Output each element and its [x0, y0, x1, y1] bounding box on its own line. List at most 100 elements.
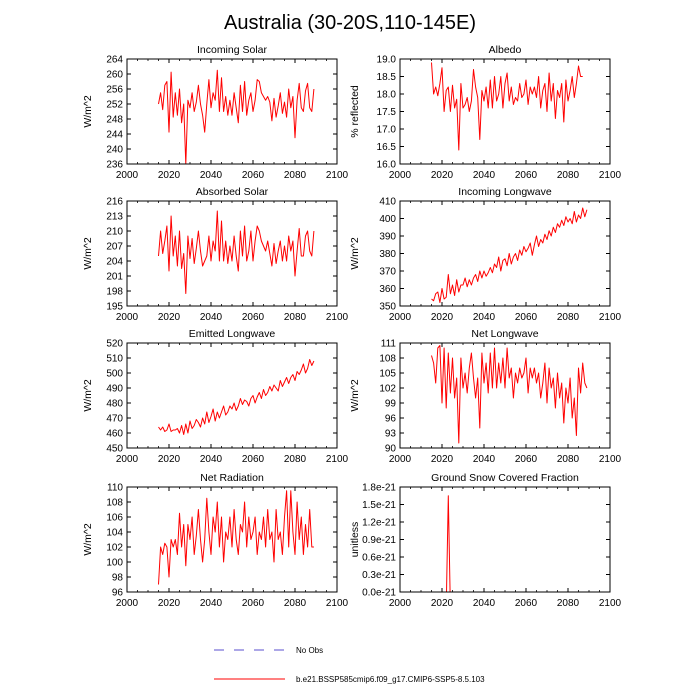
y-tick-label-absorbed-solar: 198 — [106, 287, 123, 298]
figure-title: Australia (30-20S,110-145E) — [224, 12, 476, 34]
x-tick-label-incoming-solar: 2060 — [242, 170, 265, 181]
y-axis-label-albedo: % reflected — [349, 85, 361, 138]
y-tick-label-albedo: 18.0 — [377, 90, 397, 101]
x-tick-label-absorbed-solar: 2080 — [284, 312, 307, 323]
y-tick-label-albedo: 16.0 — [377, 160, 397, 171]
series-line-ground-snow-covered-fraction — [446, 495, 451, 592]
x-tick-label-net-radiation: 2000 — [116, 598, 139, 609]
y-tick-label-net-radiation: 96 — [112, 588, 124, 599]
x-tick-label-emitted-longwave: 2100 — [326, 454, 349, 465]
y-tick-label-net-radiation: 106 — [106, 513, 123, 524]
y-tick-label-ground-snow-covered-fraction: 0.3e-21 — [362, 570, 396, 581]
x-tick-label-incoming-longwave: 2020 — [431, 312, 454, 323]
y-tick-label-incoming-longwave: 400 — [379, 214, 396, 225]
y-tick-label-incoming-longwave: 370 — [379, 267, 396, 278]
y-tick-label-net-radiation: 108 — [106, 498, 123, 509]
y-tick-label-net-longwave: 105 — [379, 369, 396, 380]
y-tick-label-absorbed-solar: 207 — [106, 242, 123, 253]
x-tick-label-emitted-longwave: 2060 — [242, 454, 265, 465]
panel-title-ground-snow-covered-fraction: Ground Snow Covered Fraction — [431, 472, 579, 484]
y-tick-label-emitted-longwave: 500 — [106, 369, 123, 380]
y-tick-label-incoming-longwave: 390 — [379, 232, 396, 243]
x-tick-label-absorbed-solar: 2020 — [158, 312, 181, 323]
y-tick-label-ground-snow-covered-fraction: 0.9e-21 — [362, 535, 396, 546]
x-tick-label-absorbed-solar: 2000 — [116, 312, 139, 323]
y-tick-label-incoming-longwave: 380 — [379, 249, 396, 260]
x-tick-label-net-longwave: 2000 — [389, 454, 412, 465]
series-line-incoming-solar — [158, 69, 315, 164]
y-tick-label-emitted-longwave: 480 — [106, 399, 123, 410]
legend: No Obs b.e21.BSSP585cmip6.f09_g17.CMIP6-… — [214, 646, 485, 684]
panel-emitted-longwave: 2000 2020 2040 2060 2080 2100 450 460 470 480 490 5… — [82, 328, 349, 465]
y-tick-label-albedo: 19.0 — [377, 55, 397, 66]
y-tick-label-absorbed-solar: 204 — [106, 257, 123, 268]
x-tick-label-net-longwave: 2100 — [599, 454, 622, 465]
y-tick-label-absorbed-solar: 201 — [106, 272, 123, 283]
y-tick-label-net-longwave: 93 — [385, 429, 397, 440]
y-tick-label-emitted-longwave: 510 — [106, 354, 123, 365]
y-tick-label-absorbed-solar: 216 — [106, 197, 123, 208]
y-tick-label-emitted-longwave: 490 — [106, 384, 123, 395]
y-tick-label-ground-snow-covered-fraction: 1.5e-21 — [362, 500, 396, 511]
y-tick-label-incoming-solar: 240 — [106, 145, 123, 156]
y-axis-label-net-radiation: W/m^2 — [82, 523, 94, 556]
x-tick-label-emitted-longwave: 2000 — [116, 454, 139, 465]
y-tick-label-absorbed-solar: 213 — [106, 212, 123, 223]
x-tick-label-net-radiation: 2080 — [284, 598, 307, 609]
x-tick-label-absorbed-solar: 2060 — [242, 312, 265, 323]
x-tick-label-incoming-longwave: 2040 — [473, 312, 496, 323]
x-tick-label-ground-snow-covered-fraction: 2100 — [599, 598, 622, 609]
y-tick-label-net-longwave: 111 — [381, 339, 397, 350]
x-tick-label-absorbed-solar: 2100 — [326, 312, 349, 323]
y-tick-label-net-radiation: 100 — [106, 558, 123, 569]
y-axis-label-emitted-longwave: W/m^2 — [82, 379, 94, 412]
y-tick-label-incoming-solar: 260 — [106, 70, 123, 81]
x-tick-label-incoming-solar: 2000 — [116, 170, 139, 181]
y-tick-label-incoming-solar: 252 — [106, 100, 123, 111]
y-tick-label-incoming-solar: 256 — [106, 85, 123, 96]
x-tick-label-ground-snow-covered-fraction: 2060 — [515, 598, 538, 609]
x-tick-label-emitted-longwave: 2020 — [158, 454, 181, 465]
x-tick-label-incoming-solar: 2020 — [158, 170, 181, 181]
panel-incoming-longwave: 2000 2020 2040 2060 2080 2100 350 360 370 380 390 4… — [349, 186, 622, 323]
x-tick-label-emitted-longwave: 2040 — [200, 454, 223, 465]
y-axis-label-absorbed-solar: W/m^2 — [82, 237, 94, 270]
legend-model-label: b.e21.BSSP585cmip6.f09_g17.CMIP6-SSP5-8.… — [296, 675, 485, 684]
x-tick-label-ground-snow-covered-fraction: 2020 — [431, 598, 454, 609]
x-tick-label-incoming-longwave: 2060 — [515, 312, 538, 323]
x-tick-label-albedo: 2020 — [431, 170, 454, 181]
y-tick-label-net-longwave: 90 — [385, 444, 397, 455]
panel-title-net-radiation: Net Radiation — [200, 472, 264, 484]
y-tick-label-net-longwave: 99 — [385, 399, 397, 410]
y-tick-label-incoming-solar: 236 — [106, 160, 123, 171]
y-tick-label-net-longwave: 108 — [379, 354, 396, 365]
x-tick-label-albedo: 2040 — [473, 170, 496, 181]
x-tick-label-net-radiation: 2020 — [158, 598, 181, 609]
x-tick-label-net-longwave: 2040 — [473, 454, 496, 465]
x-tick-label-ground-snow-covered-fraction: 2040 — [473, 598, 496, 609]
series-line-net-longwave — [431, 345, 588, 444]
x-tick-label-net-radiation: 2040 — [200, 598, 223, 609]
y-tick-label-net-longwave: 96 — [385, 414, 397, 425]
y-tick-label-albedo: 18.5 — [377, 72, 397, 83]
y-tick-label-absorbed-solar: 210 — [106, 227, 123, 238]
y-tick-label-ground-snow-covered-fraction: 0.0e-21 — [362, 588, 396, 599]
y-tick-label-emitted-longwave: 470 — [106, 414, 123, 425]
y-tick-label-albedo: 17.5 — [377, 107, 397, 118]
y-tick-label-incoming-longwave: 410 — [379, 197, 396, 208]
panel-net-longwave: 2000 2020 2040 2060 2080 2100 90 93 96 99 102 105 10… — [349, 328, 622, 465]
y-tick-label-incoming-solar: 248 — [106, 115, 123, 126]
y-tick-label-net-radiation: 104 — [106, 528, 123, 539]
series-line-incoming-longwave — [431, 207, 588, 303]
x-tick-label-albedo: 2000 — [389, 170, 412, 181]
x-tick-label-incoming-longwave: 2080 — [557, 312, 580, 323]
series-line-net-radiation — [158, 490, 314, 585]
y-tick-label-incoming-solar: 264 — [106, 55, 123, 66]
series-line-albedo — [431, 62, 583, 151]
x-tick-label-incoming-solar: 2040 — [200, 170, 223, 181]
plot-frame-incoming-longwave — [399, 200, 611, 307]
y-tick-label-net-radiation: 98 — [112, 573, 124, 584]
y-tick-label-absorbed-solar: 195 — [106, 302, 123, 313]
x-tick-label-net-longwave: 2020 — [431, 454, 454, 465]
y-tick-label-net-longwave: 102 — [379, 384, 396, 395]
